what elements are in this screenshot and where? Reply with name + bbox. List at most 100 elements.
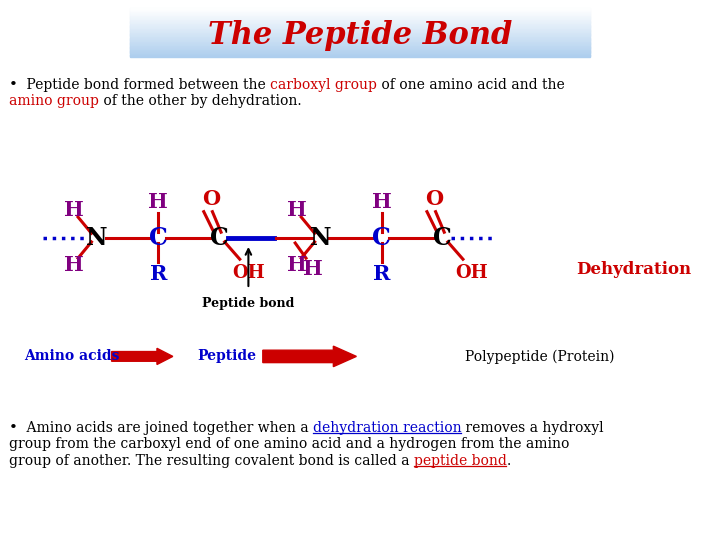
Text: R: R [150,264,167,285]
Bar [130,29,590,30]
Bar [130,51,590,53]
Text: O: O [425,188,444,209]
Bar [130,51,590,52]
Text: Peptide bond: Peptide bond [202,297,294,310]
Text: H: H [303,259,323,279]
Bar [130,46,590,48]
Bar [130,33,590,35]
Text: N: N [310,226,331,249]
Bar [130,56,590,57]
Bar [130,42,590,44]
Bar [130,35,590,36]
Text: C: C [210,226,229,249]
Bar [130,24,590,25]
Text: Peptide: Peptide [197,349,256,363]
Bar [130,28,590,29]
Text: OH: OH [232,264,265,282]
Bar [130,45,590,46]
Text: C: C [149,226,168,249]
Bar [130,26,590,28]
Bar [130,15,590,16]
Bar [130,18,590,19]
Text: •: • [9,78,17,92]
Bar [130,17,590,18]
Text: group of another. The resulting covalent bond is called a: group of another. The resulting covalent… [9,454,413,468]
Bar [130,25,590,26]
Bar [130,55,590,56]
Bar [130,11,590,13]
Bar [130,40,590,42]
Text: Peptide bond formed between the: Peptide bond formed between the [9,78,270,92]
Bar [130,50,590,51]
Bar [130,24,590,26]
Text: O: O [202,188,220,209]
Bar [130,39,590,40]
Bar [130,27,590,28]
Text: OH: OH [455,264,488,282]
Text: N: N [86,226,108,249]
Bar [130,19,590,20]
Bar [130,22,590,23]
Text: H: H [64,255,84,275]
Bar [130,38,590,39]
Text: amino group: amino group [9,94,99,109]
Bar [130,31,590,32]
Text: of the other by dehydration.: of the other by dehydration. [99,94,301,109]
Bar [130,8,590,10]
FancyArrow shape [112,348,173,364]
Bar [130,19,590,21]
Text: .: . [506,454,510,468]
Text: C: C [372,226,391,249]
Bar [130,53,590,55]
Text: Polypeptide (Protein): Polypeptide (Protein) [465,349,615,363]
Bar [130,48,590,50]
Text: Amino acids: Amino acids [24,349,120,363]
Bar [130,38,590,40]
Text: H: H [372,192,392,213]
Bar [130,32,590,34]
Bar [130,49,590,50]
Bar [130,21,590,22]
Bar [130,36,590,37]
Bar [130,14,590,15]
Bar [130,45,590,47]
Text: H: H [64,200,84,220]
Bar [130,11,590,12]
Bar [130,12,590,14]
Text: H: H [287,255,307,275]
Text: R: R [373,264,390,285]
Bar [130,10,590,11]
Bar [130,13,590,15]
Text: carboxyl group: carboxyl group [270,78,377,92]
Bar [130,16,590,17]
Bar [130,47,590,49]
Text: Dehydration: Dehydration [576,261,691,279]
Bar [130,41,590,42]
Text: Amino acids are joined together when a: Amino acids are joined together when a [9,421,312,435]
FancyArrow shape [263,346,356,367]
Text: H: H [148,192,168,213]
Text: of one amino acid and the: of one amino acid and the [377,78,564,92]
Text: peptide bond: peptide bond [413,454,506,468]
Text: group from the carboxyl end of one amino acid and a hydrogen from the amino: group from the carboxyl end of one amino… [9,437,569,451]
Text: The Peptide Bond: The Peptide Bond [208,19,512,51]
Bar [130,44,590,45]
Text: •: • [9,421,17,435]
Bar [130,37,590,38]
Bar [130,16,590,18]
Bar [130,30,590,31]
Text: removes a hydroxyl: removes a hydroxyl [462,421,604,435]
Text: dehydration reaction: dehydration reaction [312,421,462,435]
Bar [130,8,590,9]
Bar [130,42,590,43]
Bar [130,23,590,24]
Text: C: C [433,226,452,249]
Text: H: H [287,200,307,220]
Bar [130,22,590,23]
Bar [130,52,590,53]
Bar [130,29,590,31]
Bar [130,9,590,10]
Bar [130,32,590,33]
Bar [130,43,590,45]
Bar [130,54,590,55]
